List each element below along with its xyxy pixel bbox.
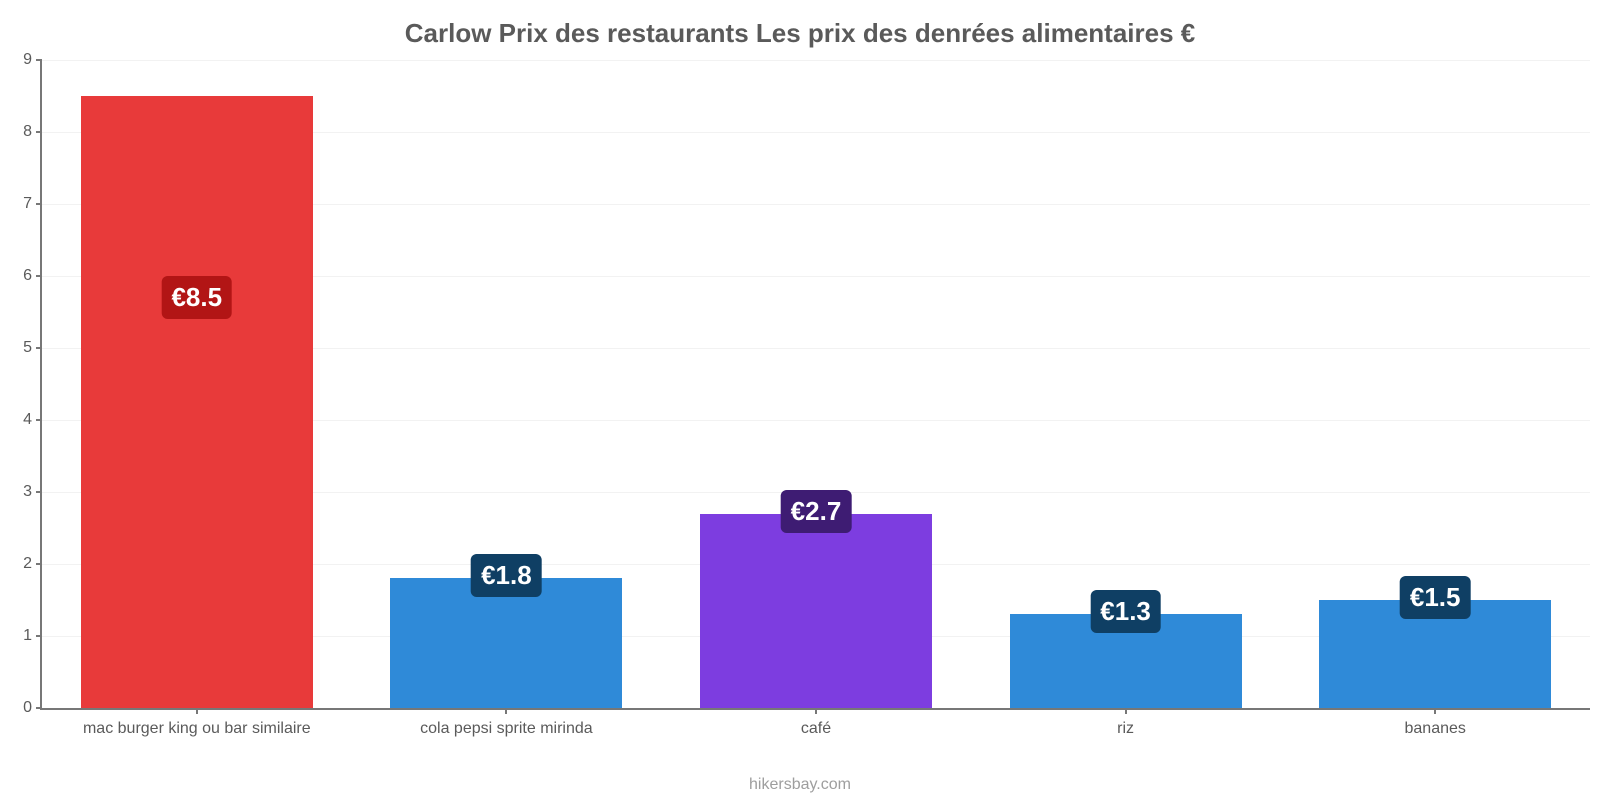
y-tick-label: 0 [23,699,42,717]
plot-area: 0123456789€8.5mac burger king ou bar sim… [40,60,1590,710]
y-tick-label: 8 [23,123,42,141]
price-bar-chart: Carlow Prix des restaurants Les prix des… [0,0,1600,800]
bar: €1.5 [1319,600,1551,708]
gridline [42,60,1590,61]
x-tick-mark [1125,708,1127,714]
bar: €8.5 [81,96,313,708]
value-badge: €1.5 [1400,576,1471,619]
x-tick-mark [196,708,198,714]
y-tick-label: 2 [23,555,42,573]
value-badge: €1.3 [1090,590,1161,633]
value-badge: €8.5 [161,276,232,319]
x-tick-mark [505,708,507,714]
x-tick-mark [1434,708,1436,714]
y-tick-label: 9 [23,51,42,69]
value-badge: €1.8 [471,554,542,597]
value-badge: €2.7 [781,490,852,533]
bar: €1.3 [1010,614,1242,708]
y-tick-label: 4 [23,411,42,429]
y-tick-label: 6 [23,267,42,285]
y-tick-label: 5 [23,339,42,357]
x-tick-mark [815,708,817,714]
chart-title: Carlow Prix des restaurants Les prix des… [0,0,1600,49]
bar: €1.8 [390,578,622,708]
y-tick-label: 1 [23,627,42,645]
y-tick-label: 3 [23,483,42,501]
bar: €2.7 [700,514,932,708]
attribution-text: hikersbay.com [0,776,1600,794]
y-tick-label: 7 [23,195,42,213]
